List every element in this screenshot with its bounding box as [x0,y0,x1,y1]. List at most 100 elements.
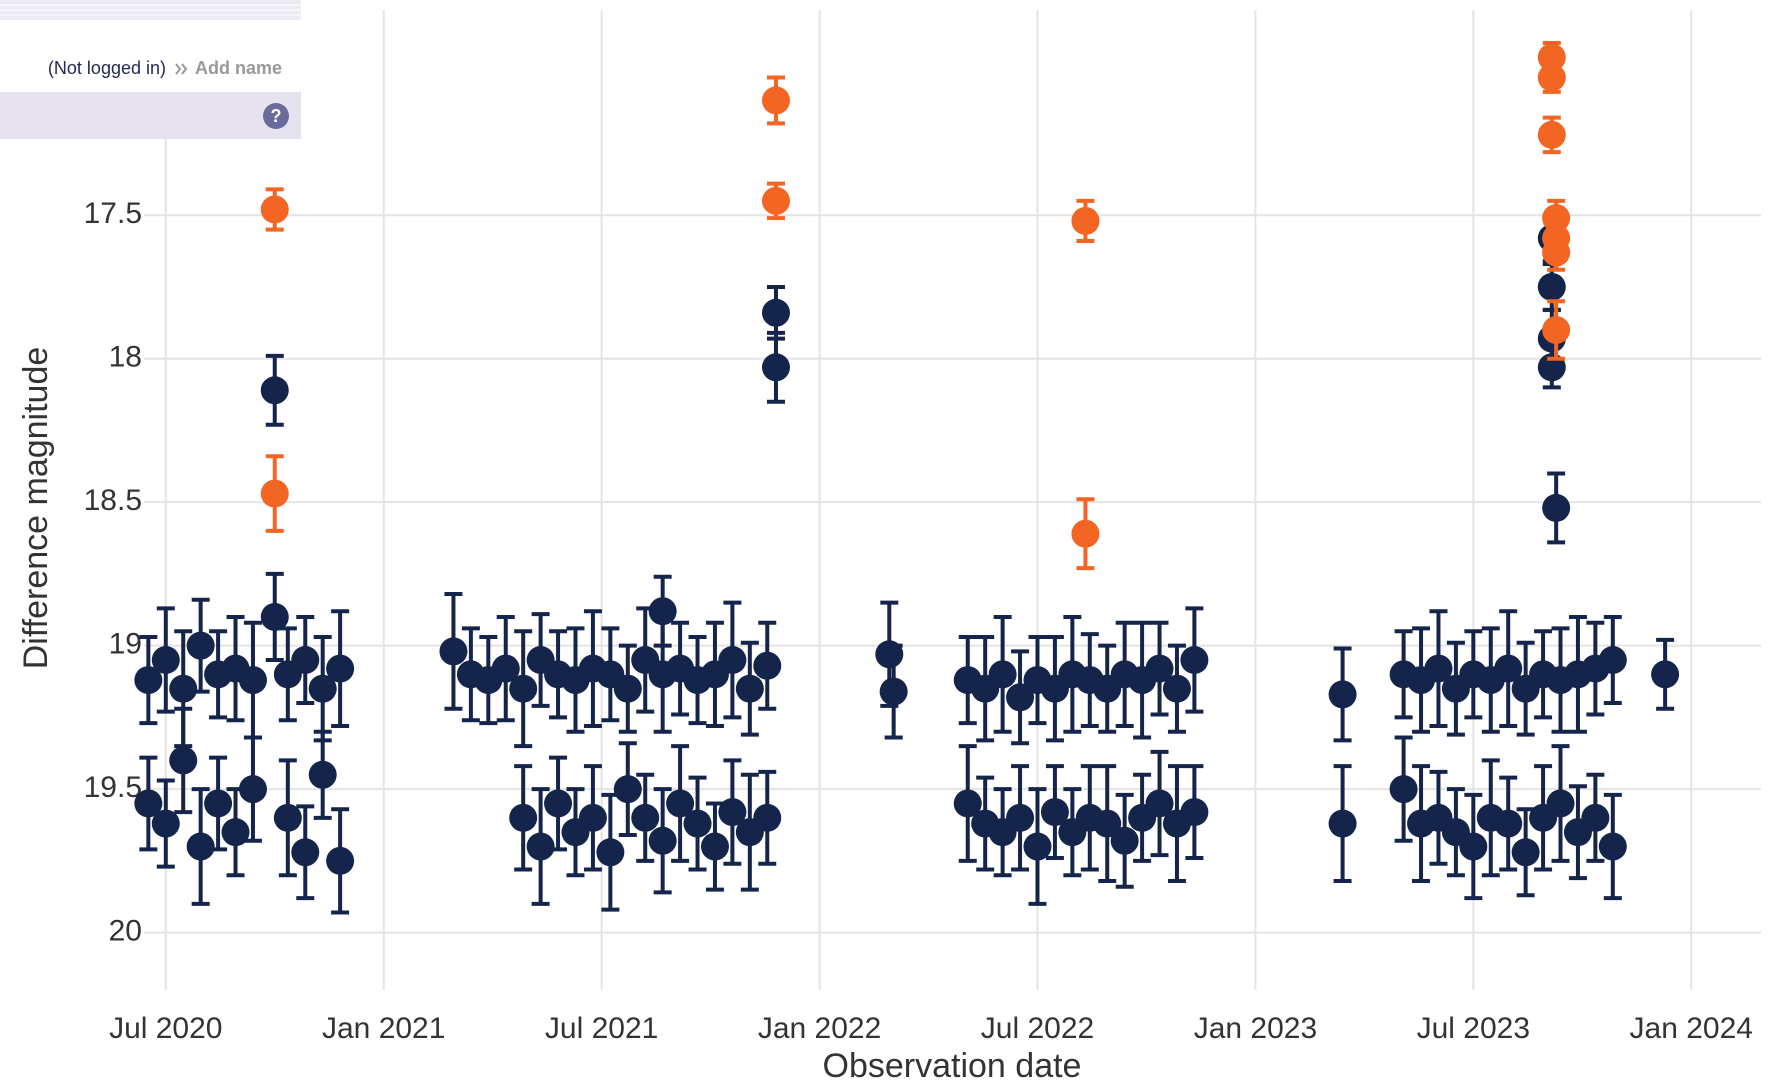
y-tick-label: 19 [109,628,142,661]
x-tick-label: Jan 2021 [322,1012,445,1045]
point [186,631,215,660]
point [1071,206,1100,235]
point [761,86,790,115]
point [151,646,180,674]
y-tick-label: 17.5 [84,197,142,230]
x-tick-label: Jan 2022 [758,1012,881,1045]
point [1537,272,1566,301]
point [1542,493,1571,522]
point [578,803,607,832]
point [509,674,538,703]
point [613,674,642,703]
point [1581,803,1610,832]
point [1542,238,1571,267]
point [509,803,538,832]
series [134,213,1680,915]
point [1542,316,1571,344]
point [1598,646,1627,674]
y-tick-label: 20 [109,915,142,948]
point [753,803,782,832]
point [169,746,198,775]
point [260,376,289,405]
point [761,298,790,327]
point [753,651,782,680]
add-name-link[interactable]: Add name [195,58,282,78]
point [260,602,289,631]
point [308,760,337,789]
y-tick-label: 19.5 [84,771,142,804]
point [204,789,233,818]
point [1110,826,1139,855]
point [291,838,320,867]
point [1071,519,1100,548]
point [1328,809,1357,838]
point [544,789,573,818]
point [291,646,320,674]
point [308,674,337,703]
point [238,775,267,804]
point [1162,674,1191,703]
point [666,789,695,818]
point [953,789,982,818]
point [613,775,642,804]
point [260,195,289,224]
x-tick-label: Jul 2021 [545,1012,658,1045]
point [1494,654,1523,683]
point [134,666,163,695]
point [273,803,302,832]
point [1537,63,1566,92]
panel-bottom-band [0,92,301,139]
point [1546,789,1575,818]
point [596,838,625,867]
x-tick-label: Jan 2023 [1194,1012,1317,1045]
point [761,353,790,382]
point [1389,775,1418,804]
point [1459,832,1488,861]
point [988,660,1017,689]
point [1006,683,1035,712]
point [326,654,355,683]
point [735,674,764,703]
point [1424,654,1453,683]
point [1093,809,1122,838]
point [1006,803,1035,832]
point [1145,654,1174,683]
x-tick-label: Jul 2022 [981,1012,1094,1045]
point [700,832,729,861]
point [1180,798,1209,827]
point [1651,660,1680,689]
login-status: (Not logged in) [48,58,166,78]
point [491,654,520,683]
point [1598,832,1627,861]
point [648,826,677,855]
point [1537,120,1566,149]
point [683,809,712,838]
chevrons [175,63,188,75]
help-icon-text: ? [271,106,282,126]
point [151,809,180,838]
point [1040,798,1069,827]
point [134,789,163,818]
point [1494,809,1523,838]
y-tick-label: 18.5 [84,484,142,517]
point [169,674,198,703]
point [326,846,355,875]
series [260,41,1571,571]
point [526,832,555,861]
x-axis-title: Observation date [823,1047,1082,1082]
point [260,479,289,508]
point [221,818,250,847]
help-icon[interactable] [263,103,289,129]
point [718,646,747,674]
point [1511,838,1540,867]
y-axis-title: Difference magnitude [17,347,55,670]
x-tick-label: Jul 2020 [109,1012,222,1045]
account-panel: (Not logged in) Add name ? [0,0,301,139]
x-tick-label: Jul 2023 [1417,1012,1530,1045]
point [1328,680,1357,709]
point [879,677,908,706]
point [631,803,660,832]
y-tick-label: 18 [109,341,142,374]
